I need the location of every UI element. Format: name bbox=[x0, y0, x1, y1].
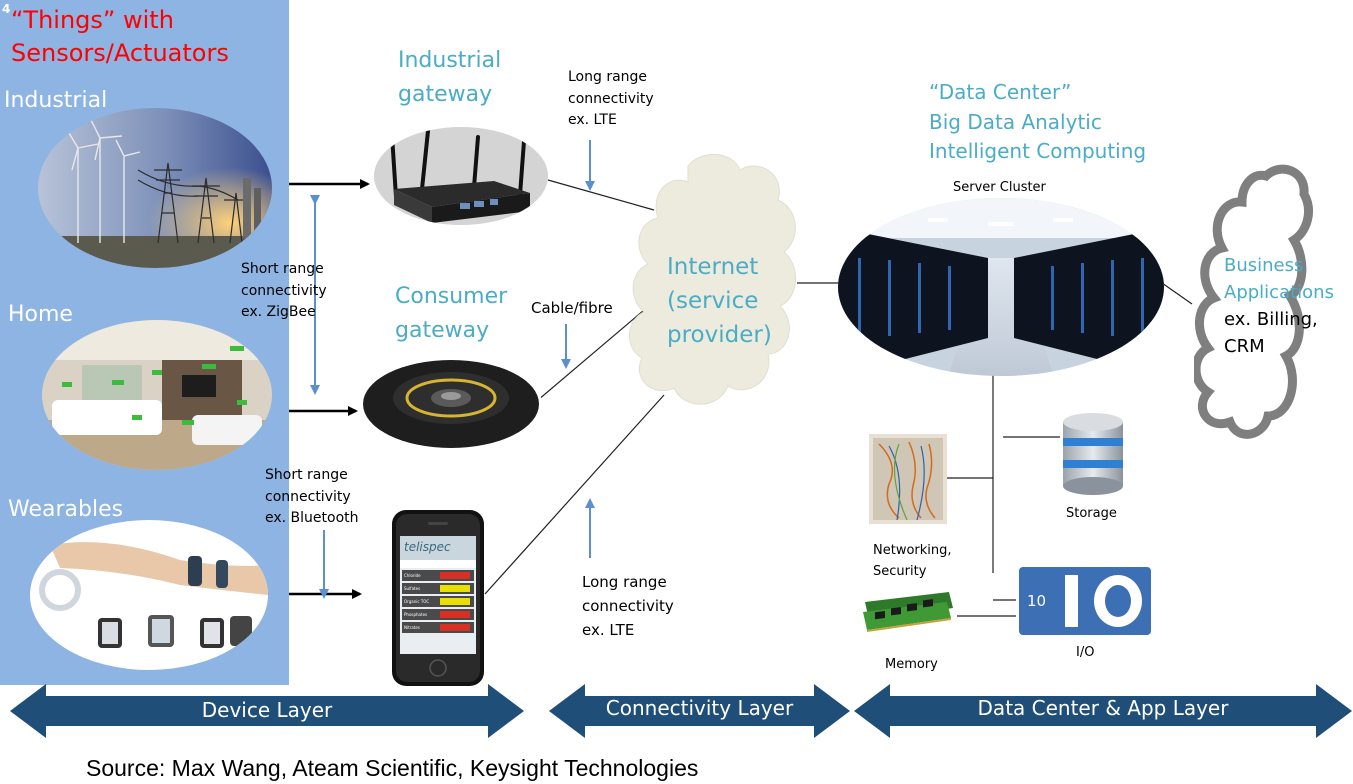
device-layer-label: Device Layer bbox=[201, 698, 333, 722]
business-apps-example1: ex. Billing, bbox=[1224, 309, 1318, 330]
phone-app-row-4: Phosphates bbox=[404, 612, 428, 617]
wearables-image bbox=[30, 520, 268, 670]
bluetooth-line2: connectivity bbox=[265, 488, 351, 505]
zigbee-line2: connectivity bbox=[241, 282, 327, 299]
short-range-zigbee-note: Short range connectivity ex. ZigBee bbox=[241, 259, 327, 324]
phone-app-row-1: Chloride bbox=[404, 573, 421, 578]
storage-label: Storage bbox=[1066, 506, 1117, 521]
cable-fibre-note: Cable/fibre bbox=[531, 299, 613, 317]
connectivity-layer-banner bbox=[549, 684, 850, 738]
industrial-gateway-title-line2: gateway bbox=[398, 82, 493, 107]
business-apps-example2: CRM bbox=[1224, 336, 1265, 357]
consumer-gateway-image bbox=[360, 358, 542, 450]
data-center-layer-banner bbox=[854, 684, 1352, 738]
industrial-image bbox=[38, 108, 272, 268]
category-home: Home bbox=[8, 302, 73, 327]
consumer-gateway-title: Consumer gateway bbox=[395, 280, 507, 348]
networking-image bbox=[869, 434, 947, 524]
long-range-bottom-line2: connectivity bbox=[582, 597, 674, 615]
connectivity-layer-label: Connectivity Layer bbox=[605, 696, 794, 720]
long-range-bottom-line1: Long range bbox=[582, 573, 667, 591]
phone-app-labels: Chloride Sulfates Organic TOC Phosphates… bbox=[404, 569, 429, 634]
internet-line1: Internet bbox=[667, 254, 759, 280]
smartphone-image: telispec Chloride Sulfates Organic TOC P… bbox=[392, 510, 484, 686]
industrial-gateway-title: Industrial gateway bbox=[398, 44, 501, 112]
phone-app-row-3: Organic TOC bbox=[404, 599, 430, 604]
long-range-bottom-line3: ex. LTE bbox=[582, 621, 635, 639]
industrial-gateway-image bbox=[374, 127, 548, 225]
storage-icon bbox=[1060, 412, 1126, 496]
data-center-title: “Data Center” Big Data Analytic Intellig… bbox=[929, 78, 1146, 167]
io-icon-number: 10 bbox=[1027, 592, 1047, 610]
io-icon: 10 bbox=[1019, 567, 1151, 635]
long-range-top-line1: Long range bbox=[568, 69, 648, 85]
internet-cloud-shape bbox=[629, 153, 797, 405]
things-title-line2: Sensors/Actuators bbox=[11, 39, 229, 67]
networking-label-line1: Networking, bbox=[873, 543, 952, 558]
server-cluster-image bbox=[838, 198, 1164, 376]
home-image bbox=[42, 320, 272, 470]
server-cluster-label: Server Cluster bbox=[953, 180, 1046, 195]
business-apps-line1: Business bbox=[1224, 255, 1304, 276]
device-layer-banner bbox=[10, 684, 524, 738]
slide-number: 4 bbox=[2, 2, 11, 16]
server-business-line bbox=[1161, 282, 1193, 305]
business-apps-title: Business Applications bbox=[1224, 252, 1334, 306]
phone-app-row-5: Nitrates bbox=[404, 625, 420, 630]
bluetooth-line1: Short range bbox=[265, 467, 348, 483]
internet-cloud-label: Internet (service provider) bbox=[667, 250, 772, 352]
business-apps-examples: ex. Billing, CRM bbox=[1224, 306, 1318, 360]
data-center-title-line1: “Data Center” bbox=[929, 80, 1072, 104]
memory-label: Memory bbox=[885, 657, 938, 672]
zigbee-line3: ex. ZigBee bbox=[241, 304, 316, 320]
internet-line2: (service bbox=[667, 288, 759, 314]
consumer-gateway-title-line1: Consumer bbox=[395, 284, 508, 309]
io-label: I/O bbox=[1076, 645, 1095, 660]
consumer-gateway-internet-line bbox=[537, 304, 651, 401]
zigbee-line1: Short range bbox=[241, 261, 324, 277]
industrial-gateway-internet-line bbox=[547, 179, 655, 211]
layer-banners bbox=[10, 684, 1352, 738]
internet-line3: provider) bbox=[667, 322, 772, 348]
consumer-gateway-title-line2: gateway bbox=[395, 318, 490, 343]
memory-image bbox=[861, 586, 957, 634]
category-wearables: Wearables bbox=[8, 497, 124, 522]
data-center-title-line3: Intelligent Computing bbox=[929, 139, 1147, 163]
long-range-top-line2: connectivity bbox=[568, 90, 654, 107]
things-title: “Things” with Sensors/Actuators bbox=[11, 4, 229, 70]
phone-app-row-2: Sulfates bbox=[404, 586, 421, 591]
long-range-top-line3: ex. LTE bbox=[568, 112, 617, 128]
industrial-gateway-title-line1: Industrial bbox=[398, 48, 502, 73]
networking-label-line2: Security bbox=[873, 564, 927, 579]
category-industrial: Industrial bbox=[4, 88, 108, 113]
source-citation: Source: Max Wang, Ateam Scientific, Keys… bbox=[86, 755, 699, 781]
data-center-layer-label: Data Center & App Layer bbox=[977, 696, 1229, 720]
business-apps-line2: Applications bbox=[1224, 282, 1334, 303]
short-range-bluetooth-note: Short range connectivity ex. Bluetooth bbox=[265, 465, 359, 530]
phone-internet-line bbox=[484, 394, 665, 595]
long-range-bottom-note: Long range connectivity ex. LTE bbox=[582, 570, 674, 642]
things-title-line1: “Things” with bbox=[11, 6, 174, 34]
phone-app-rows bbox=[402, 570, 474, 633]
business-cloud-shape bbox=[1194, 164, 1313, 439]
long-range-top-note: Long range connectivity ex. LTE bbox=[568, 67, 654, 132]
phone-app-brand: telispec bbox=[404, 540, 451, 554]
data-center-title-line2: Big Data Analytic bbox=[929, 109, 1102, 134]
bluetooth-line3: ex. Bluetooth bbox=[265, 510, 359, 526]
networking-label: Networking, Security bbox=[873, 540, 952, 582]
